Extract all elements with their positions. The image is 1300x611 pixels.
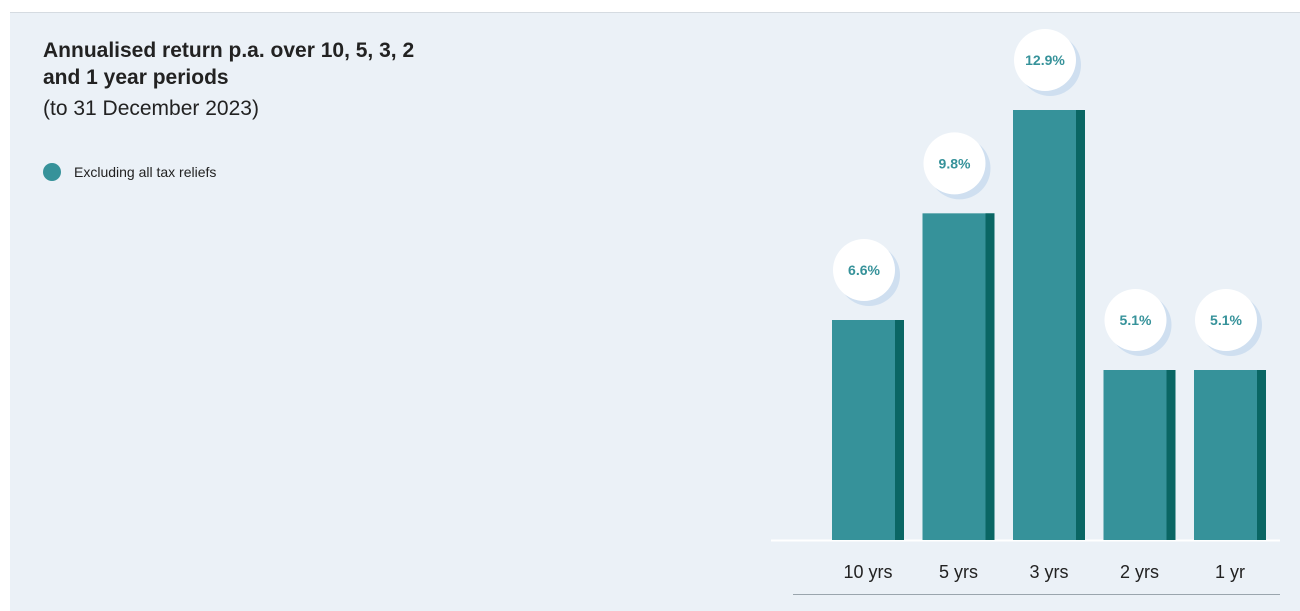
data-label-bubble-3 [1014, 29, 1076, 91]
bar-3 [1013, 110, 1085, 540]
bar-5 [1194, 370, 1266, 540]
legend: Excluding all tax reliefs [43, 163, 216, 181]
data-label-4: 5.1% [1120, 312, 1152, 328]
legend-swatch [43, 163, 61, 181]
x-tick-label-2: 5 yrs [939, 562, 978, 582]
x-tick-label-3: 3 yrs [1029, 562, 1068, 582]
data-label-2: 9.8% [939, 155, 971, 171]
bar-shade-4 [1166, 370, 1176, 540]
legend-label: Excluding all tax reliefs [74, 164, 217, 180]
bar-shade-2 [985, 213, 995, 541]
x-tick-label-4: 2 yrs [1120, 562, 1159, 582]
bar-shade-5 [1257, 370, 1266, 540]
data-label-bubble-5 [1195, 289, 1257, 351]
data-label-bubble-4 [1104, 289, 1167, 351]
data-label-1: 6.6% [848, 262, 880, 278]
x-tick-label-1: 10 yrs [843, 562, 892, 582]
bar-4 [1103, 370, 1176, 540]
bar-2 [922, 213, 995, 541]
data-label-5: 5.1% [1210, 312, 1242, 328]
bar-1 [832, 320, 904, 540]
bar-shade-3 [1076, 110, 1085, 540]
bar-shade-1 [895, 320, 904, 540]
chart-title: Annualised return p.a. over 10, 5, 3, 2 … [43, 39, 415, 89]
chart-subtitle: (to 31 December 2023) [43, 97, 259, 120]
x-tick-label-5: 1 yr [1215, 562, 1245, 582]
data-label-bubble-1 [833, 239, 895, 301]
data-label-3: 12.9% [1025, 52, 1065, 68]
data-label-bubble-2 [923, 132, 986, 195]
